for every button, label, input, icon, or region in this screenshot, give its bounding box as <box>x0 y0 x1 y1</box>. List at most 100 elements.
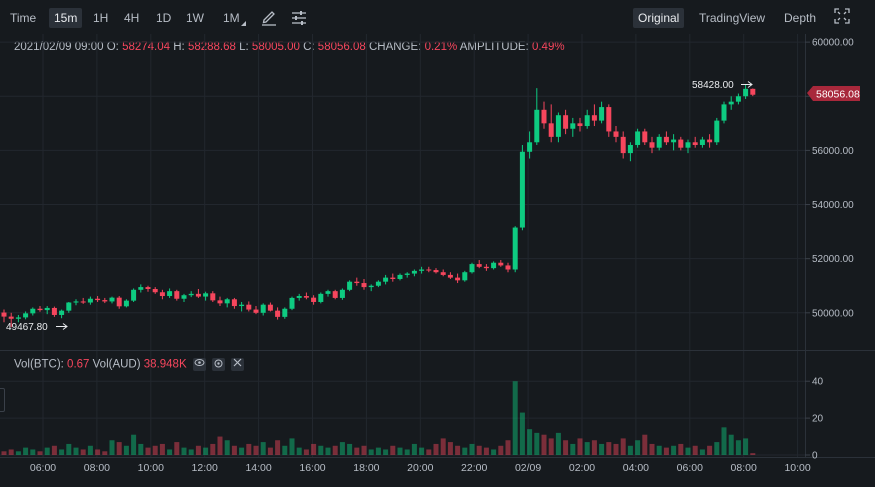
volume-bar <box>102 451 108 455</box>
volume-bar <box>123 445 129 455</box>
price-tick-label: 50000.00 <box>812 308 854 319</box>
volume-bar <box>455 445 461 455</box>
volume-bar <box>361 445 367 455</box>
left-scroll-handle[interactable] <box>0 388 5 412</box>
fullscreen-icon[interactable] <box>834 8 850 28</box>
candle-body <box>534 109 540 143</box>
candle-body <box>606 107 612 132</box>
volume-bar <box>159 443 165 455</box>
volume-bar <box>116 442 122 455</box>
volume-bar <box>469 443 475 455</box>
dropdown-corner-icon <box>241 21 246 26</box>
volume-bar <box>217 436 223 455</box>
volume-bar <box>87 445 93 455</box>
candle-body <box>620 136 626 154</box>
candle-body <box>404 273 410 275</box>
volume-bars <box>1 381 756 455</box>
volume-bar <box>145 447 151 455</box>
volume-tick-label: 20 <box>812 414 824 425</box>
volume-bar <box>591 440 597 455</box>
volume-bar <box>685 447 691 455</box>
volume-bar <box>109 440 115 455</box>
volume-bar <box>671 445 677 455</box>
ohlc-datetime: 2021/02/09 09:00 <box>14 41 104 53</box>
candle-body <box>239 304 245 307</box>
candle-body <box>80 301 86 303</box>
time-tick-label: 10:00 <box>138 462 164 474</box>
volume-bar <box>181 447 187 455</box>
volume-axis: 40 20 0 <box>805 377 824 462</box>
volume-bar <box>246 443 252 455</box>
candle-body <box>174 291 180 299</box>
pencil-icon[interactable] <box>261 8 277 28</box>
eye-icon[interactable] <box>192 358 206 371</box>
price-tick-label: 56000.00 <box>812 146 854 157</box>
interval-1h-button[interactable]: 1H <box>93 11 109 25</box>
candle-body <box>325 291 331 294</box>
candle-body <box>455 277 461 281</box>
candle-body <box>95 298 101 301</box>
time-tick-label: 08:00 <box>731 462 757 474</box>
volume-bar <box>491 449 497 455</box>
view-depth-tab[interactable]: Depth <box>784 11 817 25</box>
volume-bar <box>44 447 50 455</box>
volume-bar <box>577 438 583 455</box>
time-tick-label: 18:00 <box>353 462 379 474</box>
time-tick-label: 12:00 <box>192 462 218 474</box>
high-price-marker: 58428.00 <box>692 80 753 91</box>
candle-body <box>743 88 749 97</box>
volume-bar <box>80 449 86 455</box>
view-original-tab[interactable]: Original <box>633 8 685 28</box>
time-label: Time <box>10 11 37 25</box>
close-icon[interactable] <box>231 358 245 371</box>
time-tick-label: 08:00 <box>84 462 110 474</box>
time-tick-label: 20:00 <box>407 462 433 474</box>
volume-bar <box>30 449 36 455</box>
volume-bar <box>325 447 331 455</box>
view-tradingview-tab[interactable]: TradingView <box>699 11 766 25</box>
volume-bar <box>282 445 288 455</box>
interval-1m-dropdown[interactable]: 1M <box>223 8 246 28</box>
current-price-label: 58056.08 <box>816 89 860 101</box>
candle-body <box>584 115 590 127</box>
candle-body <box>44 307 50 311</box>
volume-bar <box>260 442 266 455</box>
volume-bar <box>23 447 29 455</box>
price-axis: 60000.00 58000.00 56000.00 54000.00 52000.00… <box>805 38 854 319</box>
vol-btc-label: Vol(BTC): <box>14 358 64 371</box>
volume-bar <box>743 438 749 455</box>
volume-bar <box>59 449 65 455</box>
time-tick-label: 14:00 <box>245 462 271 474</box>
interval-15m-button[interactable]: 15m <box>49 8 83 28</box>
interval-1d-button[interactable]: 1D <box>156 11 172 25</box>
volume-bar <box>347 443 353 455</box>
candle-body <box>102 300 108 302</box>
volume-bar <box>570 443 576 455</box>
candle-body <box>361 283 367 288</box>
candle-body <box>728 101 734 105</box>
candle-body <box>512 227 518 270</box>
volume-bar <box>606 442 612 455</box>
settings-sliders-icon[interactable] <box>291 8 307 28</box>
volume-bar <box>267 447 273 455</box>
candle-body <box>555 115 561 137</box>
candle-body <box>383 277 389 282</box>
volume-bar <box>750 453 756 455</box>
volume-bar <box>253 445 259 455</box>
settings-gear-icon[interactable] <box>212 358 226 371</box>
vol-btc-value: 0.67 <box>67 358 90 371</box>
candle-body <box>253 309 259 313</box>
candle-body <box>527 142 533 152</box>
candle-body <box>73 301 79 303</box>
interval-4h-button[interactable]: 4H <box>124 11 140 25</box>
candle-body <box>433 270 439 273</box>
candle-body <box>66 302 72 311</box>
volume-bar <box>620 438 626 455</box>
candle-body <box>469 264 475 273</box>
chart-toolbar: Time 15m 1H 4H 1D 1W 1M Original Trading… <box>0 0 875 34</box>
interval-1w-button[interactable]: 1W <box>186 11 204 25</box>
time-tick-label: 02:00 <box>569 462 595 474</box>
candle-body <box>224 299 230 304</box>
candle-body <box>491 262 497 269</box>
